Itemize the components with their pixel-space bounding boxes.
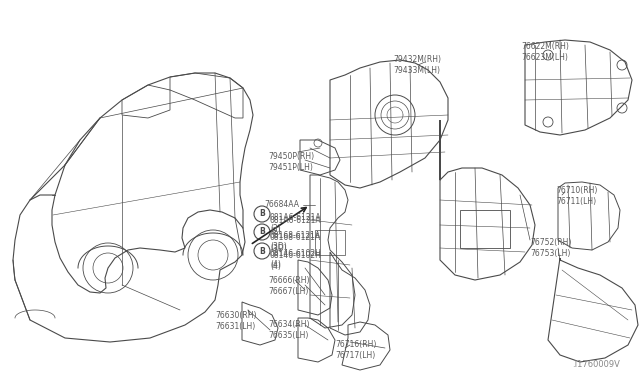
Text: 76622M(RH)
76623M(LH): 76622M(RH) 76623M(LH) [521,42,569,62]
Text: 76666(RH)
76667(LH): 76666(RH) 76667(LH) [268,276,310,296]
Text: 081A6-6121A
(2): 081A6-6121A (2) [270,213,322,233]
Text: 76684AA: 76684AA [264,200,299,209]
Text: 76634(RH)
76635(LH): 76634(RH) 76635(LH) [268,320,310,340]
Text: B: B [259,247,265,256]
Text: 79432M(RH)
79433M(LH): 79432M(RH) 79433M(LH) [393,55,441,75]
Text: 081A6-6121A
(2): 081A6-6121A (2) [270,216,322,236]
Text: 08168-6121A
(3D): 08168-6121A (3D) [270,233,321,253]
Text: 79450P(RH)
79451P(LH): 79450P(RH) 79451P(LH) [268,152,314,172]
Text: .I1760009V: .I1760009V [572,360,620,369]
Text: 76630(RH)
76631(LH): 76630(RH) 76631(LH) [215,311,257,331]
Text: 76716(RH)
76717(LH): 76716(RH) 76717(LH) [335,340,376,360]
Text: 08146-6102H
(4): 08146-6102H (4) [270,249,322,269]
Text: B: B [259,209,265,218]
Text: 08168-6121A
(3D): 08168-6121A (3D) [270,231,321,251]
Text: 08146-6102H
(4): 08146-6102H (4) [270,251,322,271]
Text: B: B [259,228,265,237]
Text: 76710(RH)
76711(LH): 76710(RH) 76711(LH) [556,186,597,206]
Text: 76752(RH)
76753(LH): 76752(RH) 76753(LH) [530,238,572,258]
